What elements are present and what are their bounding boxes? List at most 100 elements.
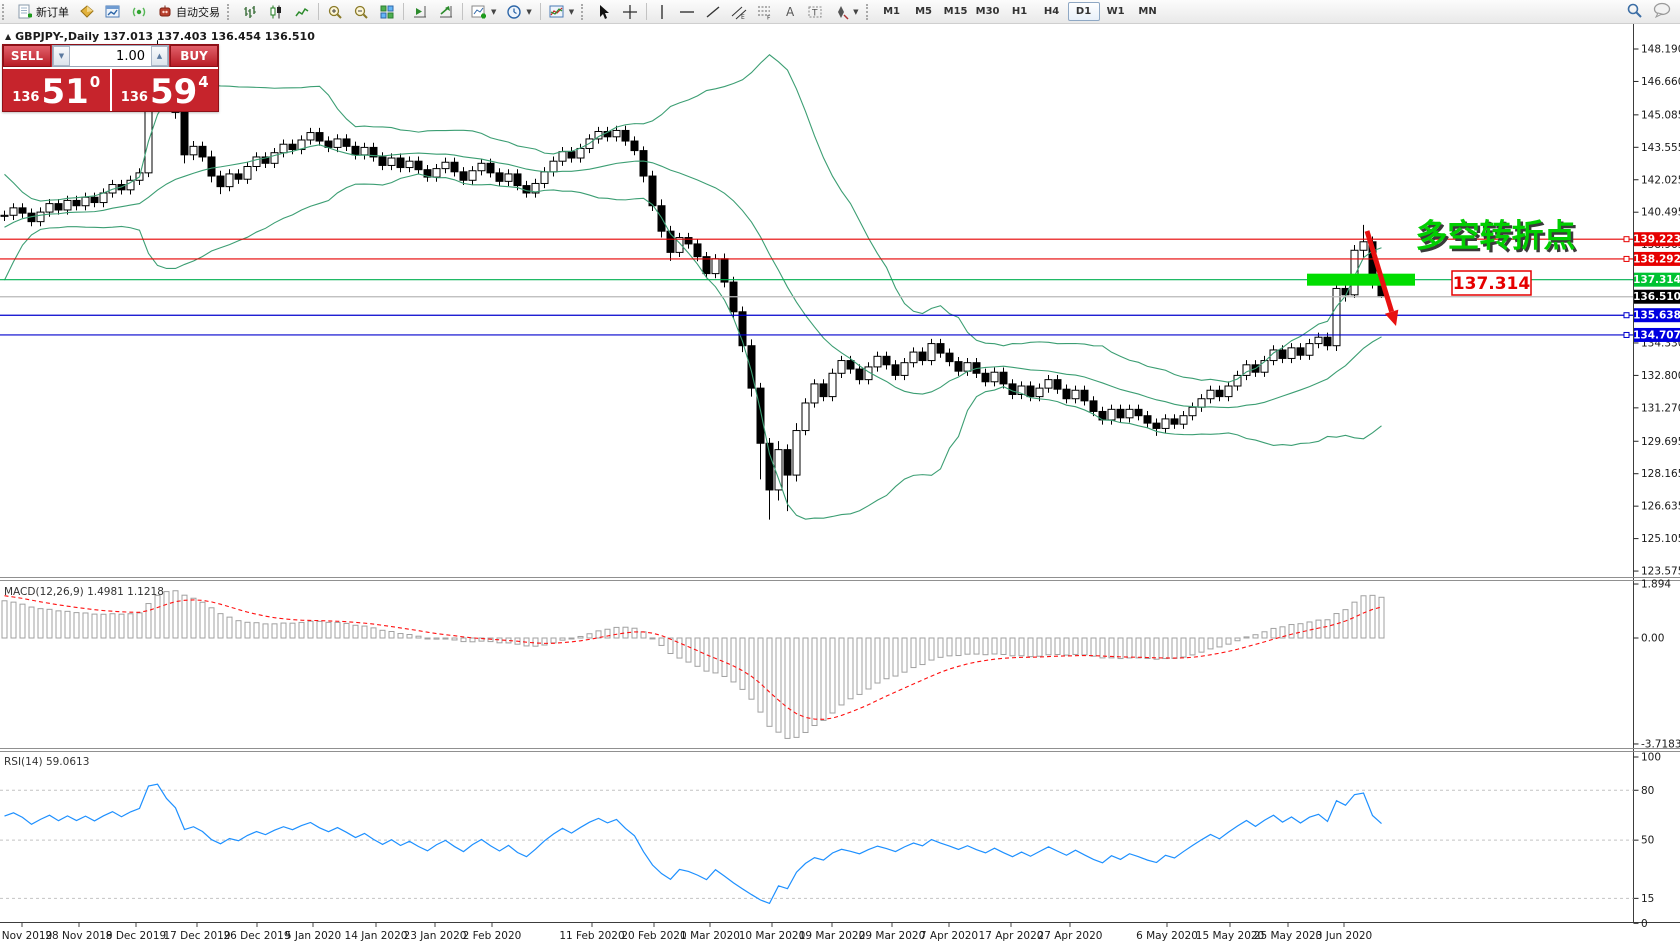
- buy-price-point: 4: [198, 73, 209, 91]
- auto-scroll-button[interactable]: [433, 0, 459, 23]
- fibonacci-button[interactable]: F: [752, 0, 778, 23]
- line-chart-button[interactable]: [289, 0, 315, 23]
- svg-text:125.105: 125.105: [1641, 533, 1680, 545]
- timeframe-m15[interactable]: M15: [943, 6, 968, 17]
- timeframe-d1[interactable]: D1: [1067, 2, 1100, 21]
- price-callout-value: 137.314: [1453, 274, 1531, 294]
- svg-text:27 Apr 2020: 27 Apr 2020: [1038, 930, 1103, 942]
- search-icon[interactable]: [1626, 2, 1643, 22]
- tile-windows-button[interactable]: [374, 0, 400, 23]
- new-order-icon: [17, 4, 33, 20]
- macd-indicator-label: MACD(12,26,9) 1.4981 1.1218: [4, 586, 164, 598]
- chart-canvas[interactable]: 148.190 146.660 145.085 143.555 142.025 140.4…: [0, 23, 1680, 949]
- market-button[interactable]: [74, 0, 100, 23]
- svg-text:20 Feb 2020: 20 Feb 2020: [621, 930, 686, 942]
- price-axis-label: 135.638: [1633, 310, 1680, 322]
- chevron-down-icon: ▼: [526, 7, 532, 16]
- chart-window: 148.190 146.660 145.085 143.555 142.025 140.4…: [0, 23, 1680, 949]
- auto-scroll-icon: [438, 4, 454, 20]
- candlestick-chart-button[interactable]: [263, 0, 289, 23]
- autotrading-button[interactable]: 自动交易: [152, 0, 225, 23]
- chat-icon[interactable]: [1653, 2, 1672, 21]
- timeframe-w1[interactable]: W1: [1106, 6, 1125, 17]
- crosshair-button[interactable]: [617, 0, 643, 23]
- zoom-in-button[interactable]: [322, 0, 348, 23]
- svg-text:T: T: [811, 8, 818, 18]
- buy-button[interactable]: BUY: [170, 45, 218, 67]
- price-callout-box[interactable]: [1451, 270, 1532, 296]
- templates-button[interactable]: ▼: [544, 0, 579, 23]
- text-button[interactable]: A: [778, 0, 802, 23]
- down-arrow-line[interactable]: [1364, 230, 1395, 313]
- zoom-out-button[interactable]: [348, 0, 374, 23]
- line-chart-icon: [294, 4, 310, 20]
- chevron-down-icon: ▼: [853, 7, 859, 16]
- price-axis-label: 139.223: [1633, 234, 1680, 246]
- bar-chart-button[interactable]: [237, 0, 263, 23]
- toolbar-grip[interactable]: [865, 3, 872, 20]
- collapse-triangle-icon[interactable]: ▲: [5, 32, 12, 41]
- arrows-button[interactable]: ▼: [828, 0, 863, 23]
- chart-window-button[interactable]: [100, 0, 126, 23]
- vertical-line-icon: [655, 4, 669, 20]
- svg-text:9 Nov 2019: 9 Nov 2019: [0, 930, 52, 942]
- lot-stepper: ▼ ▲: [52, 45, 169, 67]
- svg-text:F: F: [767, 14, 771, 20]
- horizontal-line-button[interactable]: [674, 0, 700, 23]
- panel-frame: [0, 23, 1680, 923]
- chevron-down-icon: ▼: [568, 7, 575, 16]
- vertical-line-button[interactable]: [650, 0, 674, 23]
- tile-windows-icon: [379, 4, 395, 20]
- lot-size-input[interactable]: [70, 46, 151, 66]
- new-order-button[interactable]: 新订单: [12, 0, 74, 23]
- cursor-button[interactable]: [591, 0, 617, 23]
- bar-chart-icon: [242, 4, 258, 20]
- svg-text:15 May 2020: 15 May 2020: [1196, 930, 1264, 942]
- svg-text:8 Dec 2019: 8 Dec 2019: [106, 930, 166, 942]
- timeframe-m1[interactable]: M1: [883, 6, 901, 17]
- equidistant-channel-button[interactable]: E: [726, 0, 752, 23]
- timeframe-m5[interactable]: M5: [915, 6, 933, 17]
- timeframe-m30[interactable]: M30: [975, 6, 1000, 17]
- periods-button[interactable]: ▼: [501, 0, 536, 23]
- toolbar-grip[interactable]: [227, 3, 233, 20]
- chevron-down-icon: ▼: [491, 7, 497, 16]
- sell-button[interactable]: SELL: [3, 45, 51, 67]
- indicators-button[interactable]: ▼: [466, 0, 501, 23]
- signals-button[interactable]: [126, 0, 152, 23]
- sell-price-point: 0: [89, 73, 101, 91]
- rsi-indicator-label: RSI(14) 59.0613: [4, 756, 89, 768]
- svg-text:5 Jan 2020: 5 Jan 2020: [285, 930, 341, 942]
- price-axis[interactable]: 148.190 146.660 145.085 143.555 142.025 140.4…: [1633, 44, 1680, 578]
- buy-price-pips: 59: [149, 72, 198, 112]
- svg-text:10 Mar 2020: 10 Mar 2020: [739, 930, 806, 942]
- price-axis-label: 136.510: [1633, 291, 1680, 303]
- svg-text:19 Mar 2020: 19 Mar 2020: [799, 930, 866, 942]
- support-zone-bar[interactable]: [1307, 273, 1415, 286]
- svg-text:3 Jun 2020: 3 Jun 2020: [1316, 930, 1372, 942]
- timeframe-h1[interactable]: H1: [1011, 6, 1028, 17]
- text-label-button[interactable]: T: [802, 0, 828, 23]
- timeframe-mn[interactable]: MN: [1138, 6, 1157, 17]
- toolbar-grip[interactable]: [2, 3, 8, 20]
- lot-decrease-button[interactable]: ▼: [53, 46, 70, 66]
- signals-icon: [131, 4, 147, 20]
- svg-text:多空转折点: 多空转折点: [1418, 219, 1578, 257]
- svg-text:146.660: 146.660: [1641, 76, 1680, 88]
- chart-shift-button[interactable]: [407, 0, 433, 23]
- sell-price[interactable]: 136 51 0: [3, 69, 112, 111]
- lot-increase-button[interactable]: ▲: [151, 46, 168, 66]
- autotrading-label: 自动交易: [176, 5, 220, 19]
- buy-price[interactable]: 136 59 4: [112, 69, 219, 111]
- toolbar-grip[interactable]: [581, 3, 587, 20]
- svg-text:1 Mar 2020: 1 Mar 2020: [680, 930, 740, 942]
- indicators-icon: [471, 4, 487, 20]
- svg-text:143.555: 143.555: [1641, 142, 1680, 154]
- price-axis-label: 134.707: [1633, 329, 1680, 341]
- timeframe-h4[interactable]: H4: [1043, 6, 1060, 17]
- trendline-button[interactable]: [700, 0, 726, 23]
- svg-text:23 Jan 2020: 23 Jan 2020: [404, 930, 467, 942]
- horizontal-line-objects[interactable]: [0, 236, 1634, 338]
- turning-point-annotation[interactable]: 多空转折点: [1416, 217, 1576, 255]
